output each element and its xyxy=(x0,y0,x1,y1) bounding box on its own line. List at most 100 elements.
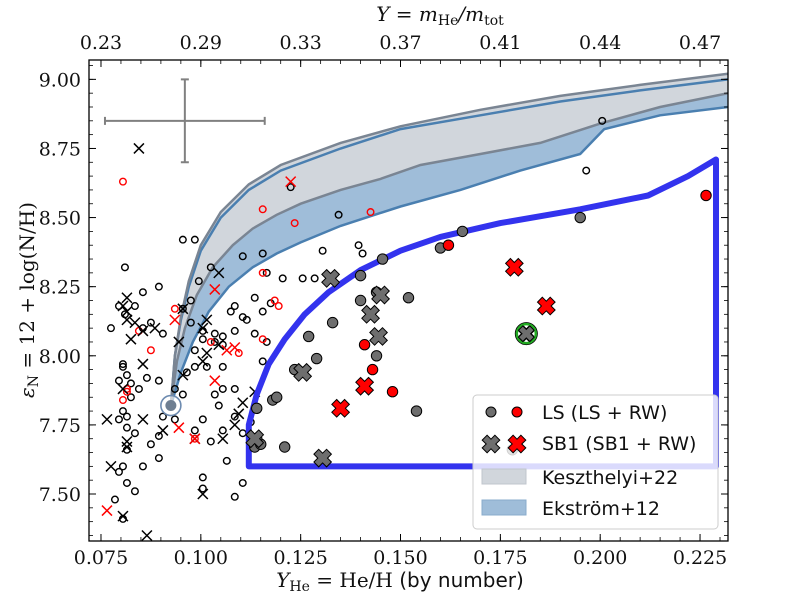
open-circle-point xyxy=(130,429,139,438)
open-circle-point xyxy=(182,368,191,377)
x-tick-label: 0.225 xyxy=(673,547,727,569)
open-circle-point xyxy=(318,246,327,255)
filled-cross-point xyxy=(293,362,313,382)
filled-circle-point xyxy=(310,352,323,365)
legend-ekstrom-patch xyxy=(481,499,527,516)
open-circle-point xyxy=(154,431,163,440)
open-circle-point xyxy=(334,210,343,219)
keszthelyi-band xyxy=(170,73,728,406)
x-point xyxy=(217,433,229,445)
open-circle-point xyxy=(290,219,299,228)
open-circle-point xyxy=(218,362,227,371)
open-circle-point xyxy=(138,462,147,471)
open-circle-point xyxy=(118,407,127,416)
filled-circle-point xyxy=(410,405,423,417)
open-circle-point xyxy=(146,346,155,355)
open-circle-point xyxy=(190,426,199,435)
open-circle-point xyxy=(218,332,227,341)
open-circle-point xyxy=(230,412,239,421)
open-circle-point xyxy=(582,166,591,175)
filled-cross-point xyxy=(313,448,333,468)
y-axis-label-rest: = 12 + log(N/H) xyxy=(15,202,39,375)
filled-circle-point xyxy=(574,211,586,224)
open-circle-point xyxy=(154,454,163,463)
top-x-axis: 0.23 0.29 0.33 0.37 0.41 0.44 0.47 xyxy=(80,32,721,54)
top-x-tick-label: 0.47 xyxy=(679,32,721,54)
x-point xyxy=(285,176,297,188)
open-circle-point xyxy=(122,423,131,432)
svg-text:YHe = He/H (by number): YHe = He/H (by number) xyxy=(276,568,524,595)
x-point xyxy=(189,433,201,445)
y-tick-label: 7.75 xyxy=(39,415,81,437)
filled-cross-point xyxy=(355,376,375,396)
open-circle-point xyxy=(278,274,287,283)
open-circle-point xyxy=(154,376,163,385)
x-point xyxy=(101,413,113,425)
open-circle-point xyxy=(110,495,119,504)
open-circle-point xyxy=(130,302,139,311)
error-bar xyxy=(103,78,266,164)
legend-label-ekstrom: Ekström+12 xyxy=(542,498,660,520)
x-point xyxy=(121,292,133,304)
start-point-dot xyxy=(165,400,177,412)
legend: LS (LS + RW) SB1 (SB1 + RW) Keszthelyi+2… xyxy=(472,394,719,530)
filled-circle-point xyxy=(366,363,379,376)
open-circle-point xyxy=(118,360,127,369)
filled-circle-point xyxy=(278,441,291,453)
x-point xyxy=(137,325,149,337)
selection-region xyxy=(245,156,719,470)
x-tick-label: 0.200 xyxy=(573,547,627,569)
open-circle-point xyxy=(242,315,251,324)
legend-gray-cross-shape xyxy=(481,434,501,454)
open-circle-point xyxy=(120,263,129,272)
open-circle-point xyxy=(178,304,187,313)
filled-circle-point xyxy=(326,316,339,329)
x-tick-label: 0.125 xyxy=(273,547,327,569)
top-x-tick-label: 0.44 xyxy=(579,32,621,54)
x-axis-label-main: Y xyxy=(276,568,291,592)
x-point xyxy=(213,267,225,279)
open-circle-point xyxy=(238,429,247,438)
x-point xyxy=(133,142,145,154)
top-x-tick-label: 0.23 xyxy=(80,32,122,54)
keszthelyi-lower-line xyxy=(169,91,728,406)
open-circle-point xyxy=(270,296,279,305)
top-x-tick-label: 0.37 xyxy=(379,32,421,54)
open-circle-point xyxy=(142,373,151,382)
x-axis: 0.075 0.100 0.125 0.150 0.175 0.200 0.225 xyxy=(74,60,727,569)
x-point xyxy=(229,419,241,431)
error-bar-vertical xyxy=(180,78,189,164)
x-point xyxy=(121,314,133,326)
x-axis-label-note: (by number) xyxy=(399,568,524,592)
x-point xyxy=(233,408,245,420)
open-circle-point xyxy=(170,415,179,424)
open-circle-point xyxy=(178,235,187,244)
open-circle-point xyxy=(214,401,223,410)
x-point xyxy=(229,341,241,354)
filled-circle-point xyxy=(271,391,283,403)
top-x-tick-label: 0.41 xyxy=(479,32,521,54)
y-axis-label-sub: N xyxy=(26,375,42,387)
open-circle-point xyxy=(198,415,207,424)
track-start-point xyxy=(160,394,182,417)
filled-circle-point xyxy=(402,292,415,304)
x-point xyxy=(117,300,129,312)
highlight-ring xyxy=(515,322,538,345)
open-circle-point xyxy=(126,393,135,402)
x-point xyxy=(197,355,209,367)
keszthelyi-upper-line xyxy=(169,72,728,406)
x-point xyxy=(101,505,113,517)
x-point xyxy=(197,488,209,500)
open-circle-point xyxy=(258,357,267,366)
x-point xyxy=(121,435,133,448)
open-circle-point xyxy=(146,318,155,327)
open-circle-point xyxy=(250,293,259,302)
x-axis-label: YHe = He/H (by number) xyxy=(276,568,524,595)
open-circle-point xyxy=(230,384,239,393)
open-circle-point xyxy=(234,349,243,358)
x-point xyxy=(137,413,149,425)
filled-circle-point xyxy=(442,239,455,251)
open-circle-point xyxy=(178,390,187,399)
x-point xyxy=(125,333,137,345)
